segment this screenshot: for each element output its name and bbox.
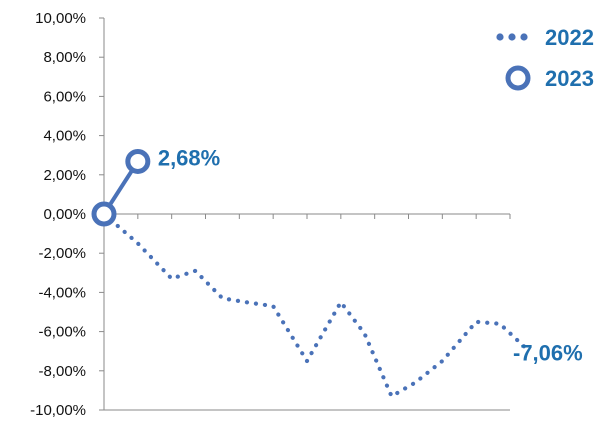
- legend-2022-dot-1: [496, 33, 504, 41]
- y-tick-label: -8,00%: [38, 363, 86, 380]
- series-2023-point: [91, 201, 117, 227]
- legend-2023-circle-marker: [505, 65, 531, 91]
- series-layer: [91, 148, 533, 399]
- y-tick-label: 6,00%: [43, 88, 86, 105]
- y-tick-label: 10,00%: [35, 10, 86, 27]
- legend-item-2023: 2023: [505, 65, 594, 91]
- annotations: 2,68% -7,06%: [158, 145, 583, 365]
- legend-item-2022: 2022: [496, 25, 594, 50]
- legend: 2022 2023: [496, 25, 594, 91]
- y-tick-label: -4,00%: [38, 284, 86, 301]
- legend-label-2023: 2023: [545, 66, 594, 91]
- axes: [99, 17, 511, 411]
- legend-2022-dot-2: [508, 33, 516, 41]
- y-tick-label: 4,00%: [43, 128, 86, 145]
- y-tick-label: 8,00%: [43, 49, 86, 66]
- legend-2022-dot-3: [520, 33, 528, 41]
- y-tick-label: 0,00%: [43, 206, 86, 223]
- series-2023-point: [125, 148, 151, 174]
- y-tick-label: -2,00%: [38, 245, 86, 262]
- y-axis-tick-labels: 10,00% 8,00% 6,00% 4,00% 2,00% 0,00% -2,00% -4,…: [30, 10, 86, 419]
- series-2022-line: [101, 211, 533, 399]
- legend-label-2022: 2022: [545, 25, 594, 50]
- annotation-2023-value: 2,68%: [158, 145, 220, 170]
- y-tick-label: -6,00%: [38, 324, 86, 341]
- y-tick-label: 2,00%: [43, 167, 86, 184]
- y-tick-label: -10,00%: [30, 402, 86, 419]
- annotation-2022-value: -7,06%: [513, 340, 583, 365]
